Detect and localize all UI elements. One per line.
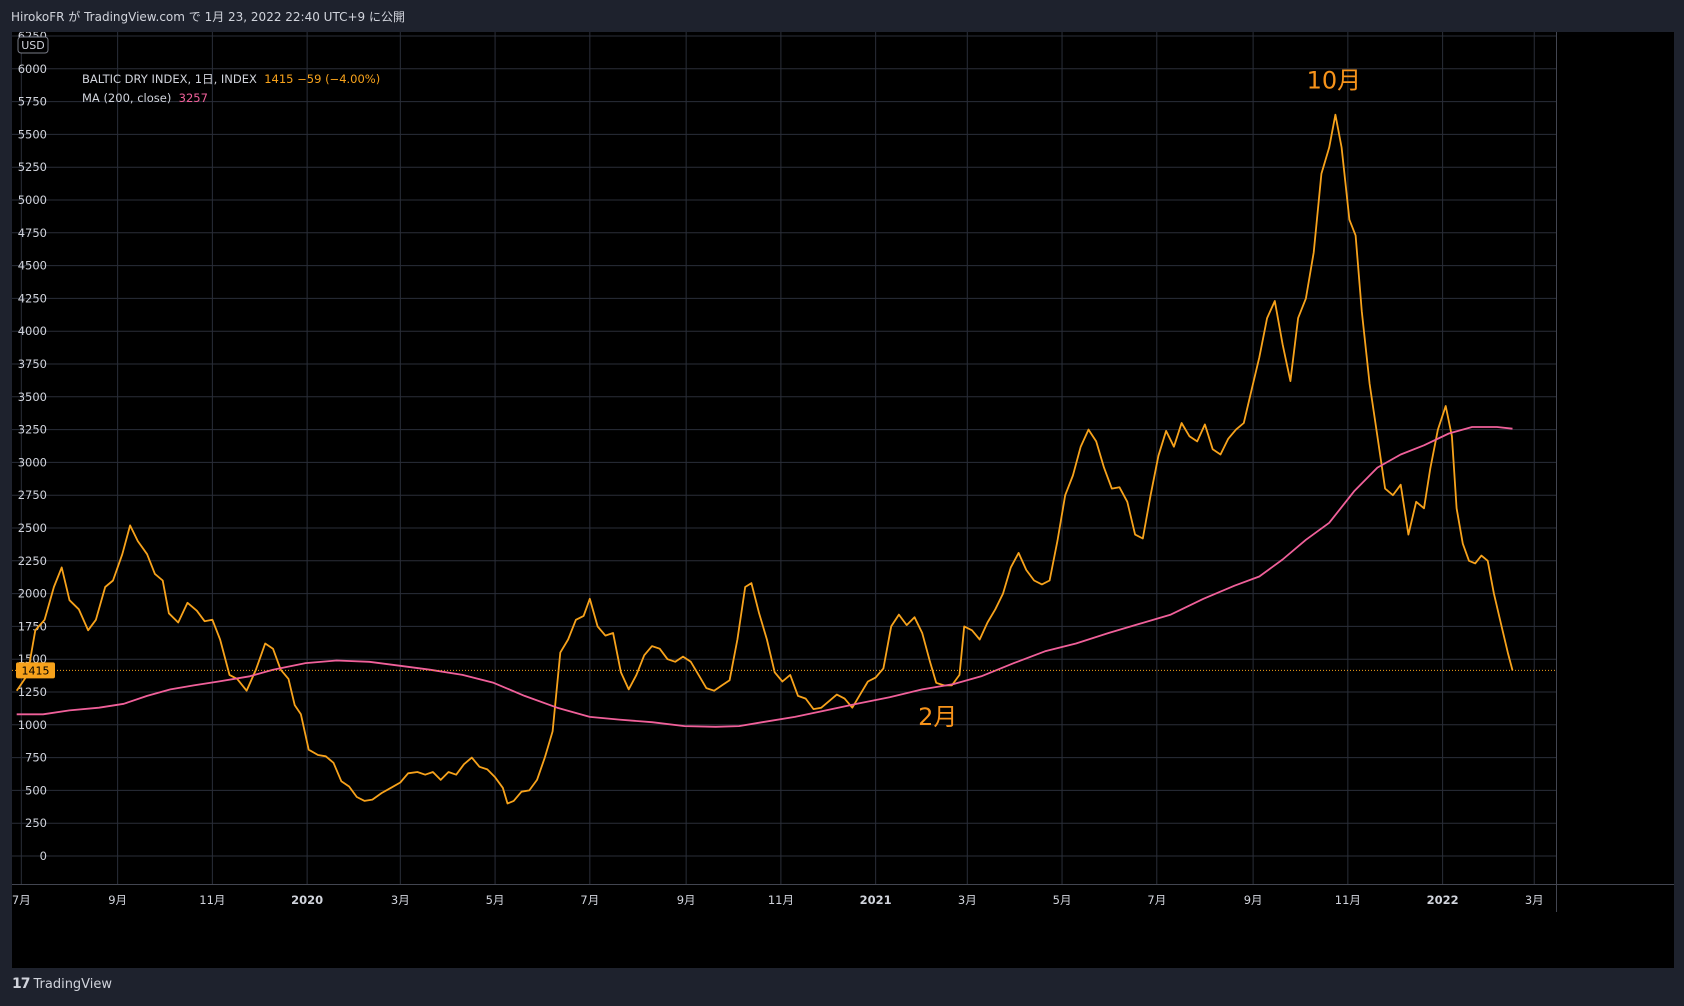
y-tick-label: 5500 bbox=[18, 127, 47, 141]
currency-badge-label: USD bbox=[21, 39, 45, 52]
x-tick-label: 5月 bbox=[1053, 893, 1072, 907]
price-chart[interactable]: 0250500750100012501500175020002250250027… bbox=[12, 32, 1674, 968]
x-tick-label: 3月 bbox=[1525, 893, 1544, 907]
legend-ma-row[interactable]: MA (200, close) 3257 bbox=[82, 89, 380, 108]
x-tick-label: 5月 bbox=[486, 893, 505, 907]
x-tick-label: 7月 bbox=[1147, 893, 1166, 907]
brand-name: TradingView bbox=[33, 977, 113, 992]
x-tick-label: 3月 bbox=[958, 893, 977, 907]
x-tick-label: 2022 bbox=[1427, 893, 1459, 907]
x-tick-label: 7月 bbox=[12, 893, 31, 907]
y-tick-label: 500 bbox=[25, 783, 47, 797]
y-tick-label: 0 bbox=[40, 849, 47, 863]
x-tick-label: 11月 bbox=[1335, 893, 1361, 907]
x-tick-label: 7月 bbox=[580, 893, 599, 907]
publish-header: HirokoFR が TradingView.com で 1月 23, 2022… bbox=[0, 0, 1684, 30]
ma-series-line bbox=[16, 426, 1513, 728]
last-price-tag-label: 1415 bbox=[22, 664, 50, 677]
y-tick-label: 3750 bbox=[18, 357, 47, 371]
y-tick-label: 1000 bbox=[18, 718, 47, 732]
legend-main-values: 1415 −59 (−4.00%) bbox=[264, 72, 381, 86]
publish-info-text: HirokoFR が TradingView.com で 1月 23, 2022… bbox=[11, 10, 405, 24]
y-tick-label: 2500 bbox=[18, 521, 47, 535]
x-tick-label: 9月 bbox=[677, 893, 696, 907]
y-tick-label: 2750 bbox=[18, 488, 47, 502]
y-tick-label: 3500 bbox=[18, 390, 47, 404]
last-price-tag bbox=[16, 662, 55, 679]
price-series-line bbox=[15, 113, 1514, 805]
y-tick-label: 5750 bbox=[18, 95, 47, 109]
y-tick-label: 4000 bbox=[18, 324, 47, 338]
y-tick-label: 250 bbox=[25, 816, 47, 830]
y-tick-label: 4250 bbox=[18, 291, 47, 305]
y-tick-label: 4750 bbox=[18, 226, 47, 240]
y-tick-label: 5000 bbox=[18, 193, 47, 207]
x-tick-label: 2020 bbox=[291, 893, 323, 907]
chart-annotation: 2月 bbox=[918, 703, 957, 731]
y-tick-label: 4500 bbox=[18, 259, 47, 273]
legend-ma-value: 3257 bbox=[178, 91, 208, 105]
y-tick-label: 5250 bbox=[18, 160, 47, 174]
chart-annotation: 10月 bbox=[1307, 66, 1362, 94]
footer-brand[interactable]: 17 TradingView bbox=[12, 976, 112, 998]
x-tick-label: 9月 bbox=[108, 893, 127, 907]
y-tick-label: 1750 bbox=[18, 619, 47, 633]
x-tick-label: 3月 bbox=[391, 893, 410, 907]
legend-ma-label: MA (200, close) bbox=[82, 91, 172, 105]
chart-legend: BALTIC DRY INDEX, 1日, INDEX 1415 −59 (−4… bbox=[82, 70, 380, 108]
y-tick-label: 750 bbox=[25, 751, 47, 765]
x-tick-label: 11月 bbox=[768, 893, 794, 907]
tradingview-logo-icon: 17 bbox=[12, 976, 31, 992]
y-tick-label: 2250 bbox=[18, 554, 47, 568]
x-tick-label: 9月 bbox=[1244, 893, 1263, 907]
y-tick-label: 6000 bbox=[18, 62, 47, 76]
currency-badge bbox=[17, 36, 49, 54]
y-tick-label: 3000 bbox=[18, 455, 47, 469]
y-tick-label: 3250 bbox=[18, 423, 47, 437]
chart-panel[interactable]: 0 250 500 750 1000 1250 1500 1750 2000 2250 2500 27… bbox=[12, 32, 1674, 968]
legend-main-label: BALTIC DRY INDEX, 1日, INDEX bbox=[82, 72, 257, 86]
y-tick-label: 1250 bbox=[18, 685, 47, 699]
legend-main-row[interactable]: BALTIC DRY INDEX, 1日, INDEX 1415 −59 (−4… bbox=[82, 70, 380, 89]
y-tick-label: 2000 bbox=[18, 587, 47, 601]
x-tick-label: 2021 bbox=[860, 893, 892, 907]
x-tick-label: 11月 bbox=[199, 893, 225, 907]
